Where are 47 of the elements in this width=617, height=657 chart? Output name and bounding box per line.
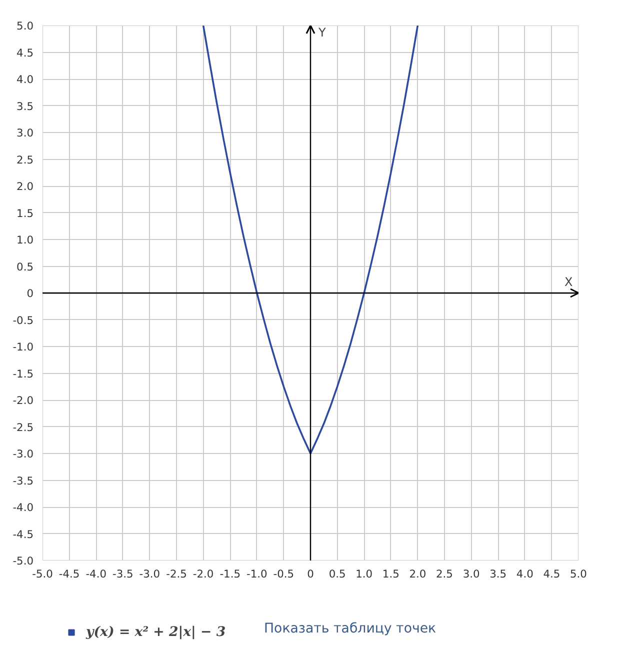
line-series — [202, 26, 419, 454]
text: Показать таблицу точек — [264, 622, 436, 636]
x-tick-label: -2.5 — [166, 568, 187, 580]
y-tick-label: 3.0 — [16, 126, 34, 140]
x-tick-label: 3.5 — [490, 568, 507, 580]
y-tick-label: -3.0 — [12, 448, 34, 460]
x-tick-label: -3.0 — [139, 568, 160, 580]
y-tick-label: 3.5 — [16, 100, 34, 113]
x-tick-label: -0.5 — [273, 568, 294, 580]
x-tick-label: -5.0 — [32, 568, 54, 580]
y-tick-label: 4.0 — [16, 73, 34, 86]
x-tick-label: -4.0 — [86, 568, 107, 580]
x-tick-label: 2.0 — [409, 568, 426, 580]
y-tick-label: -2.0 — [12, 394, 34, 407]
x-tick-label: 0 — [307, 568, 314, 580]
y-tick-label: -4.0 — [12, 501, 34, 514]
x-tick-label: 5.0 — [570, 568, 588, 580]
y-tick-label: -1.5 — [12, 367, 34, 380]
x-tick-label: -4.5 — [58, 568, 80, 580]
legend-label: y(x) = x² + 2|x| − 3 — [86, 624, 226, 640]
y-tick-label: -1.0 — [12, 340, 34, 354]
x-tick-label: -1.5 — [220, 568, 240, 580]
y-tick-label: 1.0 — [16, 234, 34, 246]
x-axis-title: X — [564, 275, 573, 289]
x-tick-label: 4.5 — [543, 568, 560, 580]
y-axis-title: Y — [318, 26, 326, 40]
x-tick-label: 2.5 — [436, 568, 453, 580]
y-tick-label: 2.5 — [16, 153, 34, 166]
x-tick-label: 1.0 — [356, 568, 373, 580]
x-tick-label: -3.5 — [112, 568, 134, 580]
y-tick-label: 1.5 — [16, 206, 34, 220]
y-tick-label: -5.0 — [12, 554, 34, 568]
x-tick-label: -1.0 — [246, 568, 268, 580]
x-tick-label: -2.0 — [192, 568, 214, 580]
y-tick-label: -0.5 — [12, 314, 34, 327]
y-tick-label: 2.0 — [16, 180, 34, 193]
y-tick-label: 0.5 — [16, 260, 34, 274]
y-tick-label: -4.5 — [12, 528, 34, 541]
x-tick-label: 3.0 — [462, 568, 480, 580]
y-tick-label: -2.5 — [12, 420, 34, 434]
x-tick-label: 0.5 — [328, 568, 346, 580]
y-tick-label: 5.0 — [16, 20, 34, 32]
y-tick-label: -3.5 — [12, 474, 34, 488]
x-tick-label: 1.5 — [382, 568, 400, 580]
y-tick-label: 0 — [26, 287, 34, 300]
y-tick-label: 4.5 — [16, 46, 34, 60]
x-tick-label: 4.0 — [516, 568, 534, 580]
